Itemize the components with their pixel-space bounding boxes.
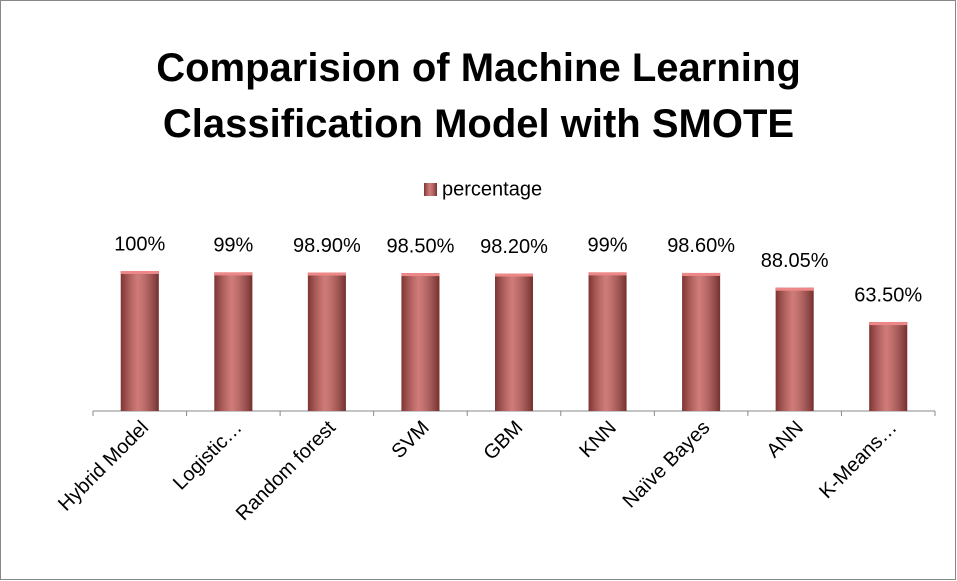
data-label: 99% (213, 235, 253, 257)
data-label: 99% (588, 235, 628, 257)
bar-top (495, 273, 533, 277)
title-box: Comparision of Machine Learning Classifi… (0, 40, 957, 152)
legend-label: percentage (442, 178, 542, 200)
bar-top (401, 273, 440, 277)
bar-shade (495, 273, 533, 411)
bar-shade (401, 273, 440, 411)
bar-top (869, 322, 908, 326)
bar-top (682, 272, 721, 276)
legend-swatch-shade (424, 183, 437, 196)
bar-top (775, 287, 814, 291)
bar-shade (775, 287, 814, 411)
bar-shade (682, 272, 721, 411)
data-label: 98.50% (387, 235, 455, 257)
chart-title: Comparision of Machine Learning Classifi… (156, 46, 801, 146)
data-label: 63.50% (854, 284, 922, 306)
bar-top (307, 272, 346, 276)
data-label: 88.05% (761, 250, 829, 272)
bar-top (120, 271, 159, 274)
data-label: 98.90% (293, 235, 361, 257)
bar-shade (214, 272, 253, 411)
data-label: 100% (114, 233, 165, 255)
data-label: 98.60% (667, 235, 735, 257)
bar-top (214, 272, 253, 276)
bar-shade (307, 272, 346, 411)
data-label: 98.20% (480, 236, 548, 258)
bar-top (588, 272, 627, 276)
bar-shade (588, 272, 627, 411)
bar-shade (869, 322, 908, 411)
bar-shade (120, 271, 159, 411)
